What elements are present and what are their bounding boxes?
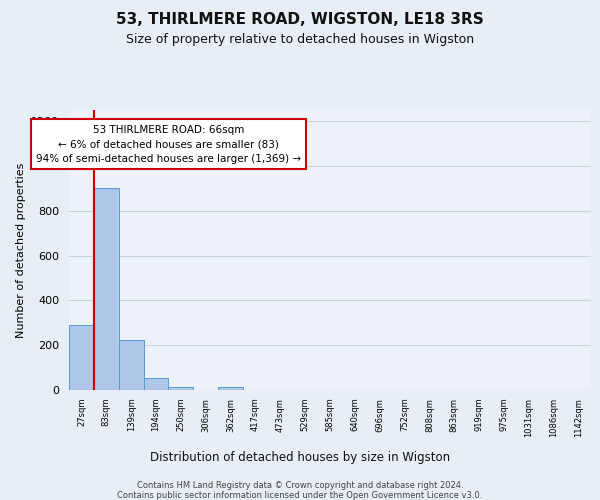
Text: 53 THIRLMERE ROAD: 66sqm
← 6% of detached houses are smaller (83)
94% of semi-de: 53 THIRLMERE ROAD: 66sqm ← 6% of detache… <box>36 124 301 164</box>
Text: 53, THIRLMERE ROAD, WIGSTON, LE18 3RS: 53, THIRLMERE ROAD, WIGSTON, LE18 3RS <box>116 12 484 28</box>
Bar <box>94 188 119 390</box>
Bar <box>119 340 143 390</box>
Bar <box>218 386 243 390</box>
Text: Contains HM Land Registry data © Crown copyright and database right 2024.: Contains HM Land Registry data © Crown c… <box>137 480 463 490</box>
Text: Distribution of detached houses by size in Wigston: Distribution of detached houses by size … <box>150 451 450 464</box>
Text: Contains public sector information licensed under the Open Government Licence v3: Contains public sector information licen… <box>118 490 482 500</box>
Bar <box>69 325 94 390</box>
Y-axis label: Number of detached properties: Number of detached properties <box>16 162 26 338</box>
Bar <box>143 378 169 390</box>
Text: Size of property relative to detached houses in Wigston: Size of property relative to detached ho… <box>126 32 474 46</box>
Bar <box>169 386 193 390</box>
